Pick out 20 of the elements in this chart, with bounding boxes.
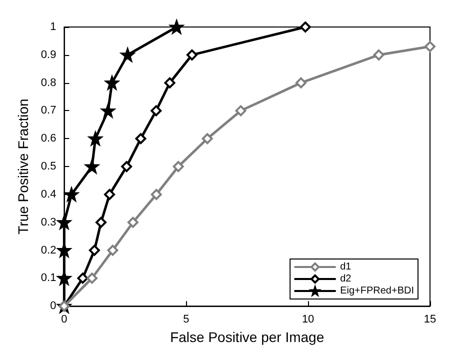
y-tick-label: 0.3 — [40, 216, 56, 228]
y-tick-label: 0.2 — [40, 244, 56, 256]
y-tick-label: 0.7 — [40, 104, 56, 117]
y-tick-label: 1 — [50, 21, 56, 33]
y-tick-label: 0.5 — [40, 160, 56, 173]
x-tick-label: 15 — [424, 314, 436, 326]
y-tick-label: 0 — [50, 300, 56, 312]
x-tick-label: 5 — [183, 314, 190, 326]
y-tick-label: 0.9 — [40, 48, 56, 61]
y-tick-label: 0.4 — [40, 188, 56, 200]
legend-label: Eig+FPRed+BDI — [340, 286, 414, 296]
x-axis-title: False Positive per Image — [170, 329, 324, 345]
y-tick-label: 0.1 — [40, 272, 56, 284]
y-tick-label: 0.8 — [40, 76, 56, 89]
legend-label: d2 — [340, 274, 352, 284]
x-tick-label: 10 — [302, 314, 314, 326]
x-tick-label: 0 — [61, 314, 68, 326]
y-tick-label: 0.6 — [40, 132, 56, 145]
y-axis-title: True Positive Fraction — [15, 98, 31, 234]
legend-label: d1 — [340, 262, 352, 272]
